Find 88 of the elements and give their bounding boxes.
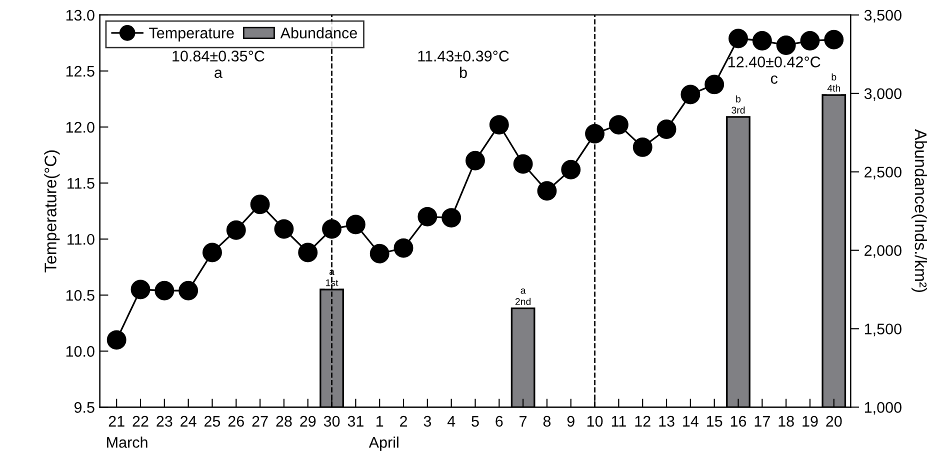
point xyxy=(680,84,700,104)
x-tick-label: 16 xyxy=(730,416,746,427)
x-tick-label: 21 xyxy=(108,416,124,427)
x-tick-label: 2 xyxy=(400,416,407,427)
text: April xyxy=(368,436,398,451)
point xyxy=(656,120,676,139)
point xyxy=(130,280,150,300)
y-tick-label: 12.5 xyxy=(66,66,94,77)
x-tick-label: 17 xyxy=(754,416,770,427)
y-tick-label: 11.5 xyxy=(68,178,94,189)
point xyxy=(704,74,724,94)
x-tick-label: 13 xyxy=(659,416,674,427)
x-tick-label: 19 xyxy=(802,416,818,427)
x-tick-label: 14 xyxy=(683,416,698,427)
point xyxy=(728,28,748,48)
annotation: 10.84±0.35°C a xyxy=(172,50,264,78)
point xyxy=(274,219,294,239)
x-tick-label: 15 xyxy=(707,416,722,427)
x-tick-label: 26 xyxy=(228,416,244,427)
point xyxy=(394,238,414,258)
text: March xyxy=(107,436,148,448)
point xyxy=(442,208,462,228)
x-tick-label: 27 xyxy=(252,416,268,427)
legend-label: Temperature xyxy=(149,28,234,42)
annotation: b 3rd xyxy=(732,95,745,114)
point xyxy=(250,194,270,214)
x-tick-label: 11 xyxy=(612,416,626,427)
y2-tick-label: 1,000 xyxy=(864,402,902,415)
y-tick-label: 10.0 xyxy=(66,346,94,357)
x-tick-label: 4 xyxy=(447,416,456,427)
point xyxy=(370,244,390,264)
point xyxy=(608,115,628,135)
y2-tick-label: 2,500 xyxy=(864,166,902,180)
x-tick-label: 6 xyxy=(496,416,503,427)
point xyxy=(202,242,222,262)
point xyxy=(752,31,772,50)
y-axis-title: Temperature(°C) xyxy=(44,150,60,272)
point xyxy=(489,115,509,135)
point xyxy=(466,150,485,170)
annotation: 12.40±0.42°C c xyxy=(728,56,820,84)
annotation: 11.43±0.39°C b xyxy=(418,50,509,78)
y-tick-label: 10.5 xyxy=(66,290,94,301)
x-tick-label: 5 xyxy=(472,416,479,427)
point xyxy=(298,242,318,262)
point xyxy=(346,214,366,234)
x-tick-label: 3 xyxy=(424,416,431,427)
point xyxy=(322,219,342,239)
x-tick-label: 7 xyxy=(520,416,527,427)
y-tick-label: 12.0 xyxy=(66,122,94,133)
x-tick-label: 12 xyxy=(635,416,650,427)
x-tick-label: 23 xyxy=(156,416,172,427)
point xyxy=(585,124,605,144)
point xyxy=(824,30,844,50)
y2-tick-label: 3,000 xyxy=(864,88,902,101)
y2-tick-label: 2,000 xyxy=(864,245,902,258)
x-tick-label: 1 xyxy=(376,416,384,427)
y-tick-label: 13.0 xyxy=(66,10,94,21)
x-tick-label: 18 xyxy=(778,416,794,427)
point xyxy=(776,36,796,55)
x-tick-label: 29 xyxy=(300,416,316,427)
point xyxy=(226,220,246,240)
point xyxy=(154,280,174,300)
x-tick-label: 20 xyxy=(826,416,842,427)
x-tick-label: 28 xyxy=(276,416,292,427)
point xyxy=(800,31,820,50)
y-tick-label: 11.0 xyxy=(68,234,94,245)
point xyxy=(418,206,438,226)
annotation: b 4th xyxy=(827,73,840,92)
x-tick-label: 30 xyxy=(324,416,340,427)
point xyxy=(513,154,533,174)
x-tick-label: 24 xyxy=(180,416,196,427)
y2-axis-title: Abundance(Inds./km²) xyxy=(912,129,928,292)
y-tick-label: 9.5 xyxy=(74,402,94,413)
point xyxy=(632,137,652,157)
x-tick-label: 25 xyxy=(204,416,220,427)
legend-label: Abundance xyxy=(280,27,357,38)
point xyxy=(178,280,198,300)
x-tick-label: 8 xyxy=(543,416,551,427)
point xyxy=(561,160,581,180)
x-tick-label: 22 xyxy=(132,416,148,427)
y2-tick-label: 1,500 xyxy=(864,324,902,336)
y2-tick-label: 3,500 xyxy=(864,10,902,22)
x-tick-label: 31 xyxy=(348,416,364,427)
x-tick-label: 9 xyxy=(567,416,574,427)
annotation: a 2nd xyxy=(515,288,531,306)
x-tick-label: 10 xyxy=(587,416,603,427)
point xyxy=(537,181,557,201)
point xyxy=(106,330,126,350)
